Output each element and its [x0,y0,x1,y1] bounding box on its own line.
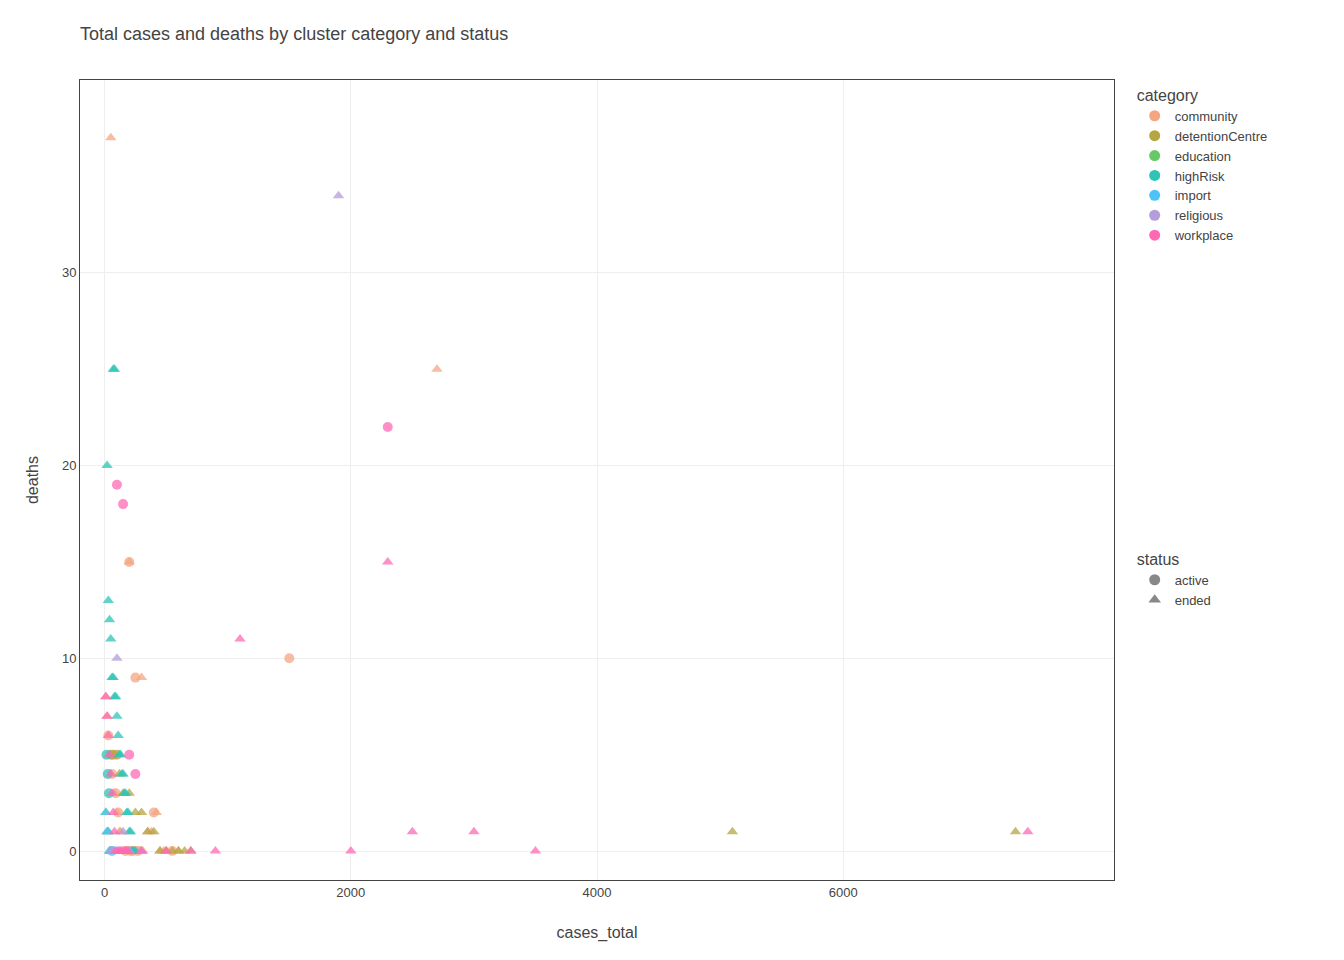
svg-text:4000: 4000 [583,885,612,900]
svg-text:education: education [1175,149,1231,164]
svg-text:0: 0 [69,844,76,859]
svg-text:highRisk: highRisk [1175,169,1225,184]
svg-text:community: community [1175,109,1238,124]
svg-text:import: import [1175,188,1212,203]
svg-text:religious: religious [1175,208,1224,223]
svg-text:deaths: deaths [24,456,41,504]
svg-text:Total cases and deaths by clus: Total cases and deaths by cluster catego… [80,24,508,44]
svg-text:active: active [1175,573,1209,588]
svg-text:cases_total: cases_total [557,924,638,942]
svg-text:6000: 6000 [829,885,858,900]
svg-text:30: 30 [62,265,76,280]
svg-text:ended: ended [1175,593,1211,608]
svg-text:10: 10 [62,651,76,666]
svg-text:status: status [1137,551,1180,568]
svg-text:detentionCentre: detentionCentre [1175,129,1268,144]
svg-text:workplace: workplace [1174,228,1234,243]
svg-text:2000: 2000 [336,885,365,900]
svg-text:0: 0 [101,885,108,900]
svg-text:20: 20 [62,458,76,473]
svg-text:category: category [1137,87,1198,104]
